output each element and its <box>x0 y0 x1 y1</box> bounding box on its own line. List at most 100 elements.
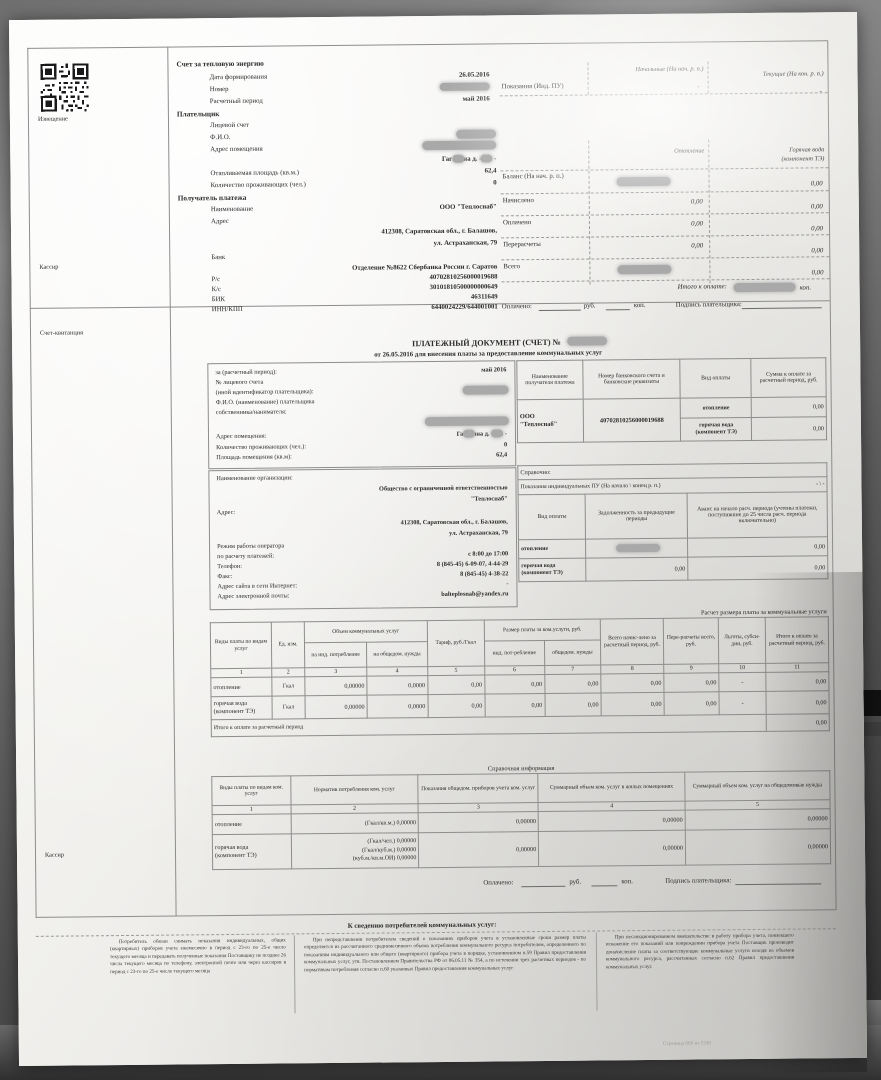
payer-field-area: 62,4 <box>496 451 508 459</box>
paid-rub-underline-2 <box>521 885 566 888</box>
page-footer: Страница 669 из 5330 <box>662 1040 712 1047</box>
total-row-hotwater: 0,00 <box>811 269 824 277</box>
reference-type-hotwater-line1: горячая вода <box>521 562 556 569</box>
total-row-label: Всего <box>503 263 521 271</box>
calc-cell: 0,00 <box>427 694 485 718</box>
reference-header-type: Вид оплаты <box>518 494 586 540</box>
paid-rub-label: руб. <box>583 302 596 310</box>
paid-row-label: Оплачено <box>502 219 532 227</box>
calc-header-total: Итого к оплате за расчетный период, руб. <box>765 616 829 664</box>
meter-header-current: Текущие (На кон. р. п.) <box>762 70 824 78</box>
recipient-header-name: Наименование получателя платежа <box>516 360 583 400</box>
recalc-row-label: Перерасчеты <box>503 240 541 249</box>
calc-header-common-amount: общедом. нужды <box>544 639 601 666</box>
payer-field-period: май 2016 <box>481 366 507 374</box>
notice-column-2: При непредставлении потребителем сведени… <box>304 935 586 975</box>
redaction-balance <box>616 176 671 187</box>
calc-header-ind-volume: на инд. потребление <box>304 642 367 668</box>
reference-type-hotwater: горячая вода (компонент ТЭ) <box>518 558 587 582</box>
field-label: К/с <box>211 286 222 294</box>
notice-column-divider <box>595 932 598 1011</box>
calc-header-benefits: Льготы, субси-дии, руб. <box>718 617 766 664</box>
calc-cell: 0,00 <box>600 673 664 693</box>
recalc-row-hotwater: 0,00 <box>811 247 824 255</box>
redaction-grand-total <box>733 282 796 293</box>
field-value-area: 62,4 <box>484 167 497 175</box>
info-norm-line1: (Гкал/чел.) 0,00000 <box>367 838 417 846</box>
balance-row-label: Баланс (На нач. р. п.) <box>502 172 564 181</box>
info-living-heating: 0,00000 <box>538 810 686 832</box>
recipient-type-hotwater-line1: горячая вода <box>699 421 734 429</box>
info-common-heating: 0,00000 <box>685 808 831 831</box>
field-label: Р/с <box>211 276 221 284</box>
grand-total-kop: коп. <box>799 284 812 292</box>
meter-row-initial: - <box>697 83 700 91</box>
field-label: Дата формирования <box>209 73 268 82</box>
org-hours-label-2: по расчету платежей: <box>217 552 275 561</box>
calc-row-unit: Гкал <box>271 676 305 697</box>
stub-label-izveshchenie: Извещение <box>37 115 68 123</box>
paid-kop-label-2: коп. <box>621 878 634 886</box>
calc-header-ind-amount: инд. пот-ребление <box>484 640 545 667</box>
info-row-name: отопление <box>212 813 291 835</box>
info-norm-line2: (Гкал/куб.м.) 0,00000 <box>362 847 417 854</box>
reference-header-row: Вид оплаты Задолженность за предыдущие п… <box>518 491 828 540</box>
row-divider <box>500 190 829 195</box>
redaction-flat <box>480 154 493 163</box>
redaction-number <box>439 82 490 91</box>
accrued-row-heating: 0,00 <box>690 198 703 206</box>
field-value-bik: 46311649 <box>470 293 498 301</box>
reference-advance-heating: 0,00 <box>687 536 828 558</box>
calc-total-value: 0,00 <box>766 713 830 732</box>
calc-cell: 0,00 <box>663 672 719 693</box>
field-label: БИК <box>211 296 226 304</box>
calc-header-tariff: Тариф, руб./Гкал <box>426 620 485 667</box>
service-col-line <box>588 140 591 285</box>
notice-column-divider <box>293 935 296 1014</box>
calc-cell: 0,00000 <box>304 676 368 696</box>
notice-column-2-text: При непредставлении потребителем сведени… <box>303 934 587 973</box>
payer-field-label: Адрес помещения: <box>215 432 267 441</box>
main-title: ПЛАТЕЖНЫЙ ДОКУМЕНТ (СЧЕТ) № <box>412 337 561 349</box>
row-divider <box>501 234 830 239</box>
paid-kop-underline <box>605 309 630 311</box>
field-value-inn-kpp: 6440024229/644001001 <box>431 303 498 312</box>
calc-cell: 0,00 <box>765 671 829 692</box>
reference-header-debt: Задолженность за предыдущие периоды <box>585 493 688 540</box>
org-address-label: Адрес: <box>216 508 236 517</box>
field-label: Ф.И.О. <box>210 133 231 142</box>
calc-cell: 0,00 <box>427 675 485 695</box>
payer-field-label: собственника/нанимателя: <box>215 408 287 417</box>
calc-row-name-line2: (компонент ТЭ) <box>213 707 256 716</box>
stub-column-line <box>167 46 171 307</box>
recipient-header-account: Номер банковского счета и банковские рек… <box>582 359 681 400</box>
calc-cell: 0,00 <box>484 693 545 718</box>
meter-row-current: - <box>819 88 822 96</box>
redaction-payer-name <box>424 416 509 427</box>
org-hours-value: с 8:00 до 17:00 <box>468 550 509 558</box>
meter-col-line <box>587 62 589 95</box>
calc-cell: 0,00 <box>544 673 601 694</box>
field-value-period: май 2016 <box>462 95 490 103</box>
recipient-org-name: ООО "Теплоснаб" <box>517 399 584 443</box>
redaction-debt <box>616 543 661 553</box>
redaction-house <box>452 154 465 163</box>
info-header-service: Виды платы по видам ком. услуг <box>211 775 291 806</box>
payer-field-label: за (расчетный период): <box>215 368 277 377</box>
redaction-doc-number <box>567 336 608 346</box>
info-header-norm: Норматив потребления ком. услуг <box>290 774 419 805</box>
paid-row-heating: 0,00 <box>691 220 704 228</box>
field-label: Отапливаемая площадь (кв.м.) <box>210 169 299 178</box>
payer-field-label: Ф.И.О. (наименование) плательщика <box>215 398 315 407</box>
info-meters-heating: 0,00000 <box>418 811 539 833</box>
payer-field-label: Площадь помещения (кв.м): <box>216 453 292 462</box>
info-meters-hotwater: 0,00000 <box>418 831 539 868</box>
frame-line <box>27 40 828 49</box>
field-value-bank: Отделение №8622 Сбербанка России г. Сара… <box>352 263 498 272</box>
reference-row: горячая вода (компонент ТЭ) 0,00 0,00 <box>518 555 828 582</box>
calc-cell: 0,0000 <box>367 694 428 719</box>
calc-cell: 0,00 <box>484 674 545 695</box>
receiver-heading: Получатель платежа <box>177 192 247 203</box>
reference-table: Справочно: Показания индивидуальных ПУ (… <box>517 462 828 582</box>
info-common-hotwater: 0,00000 <box>685 828 831 866</box>
